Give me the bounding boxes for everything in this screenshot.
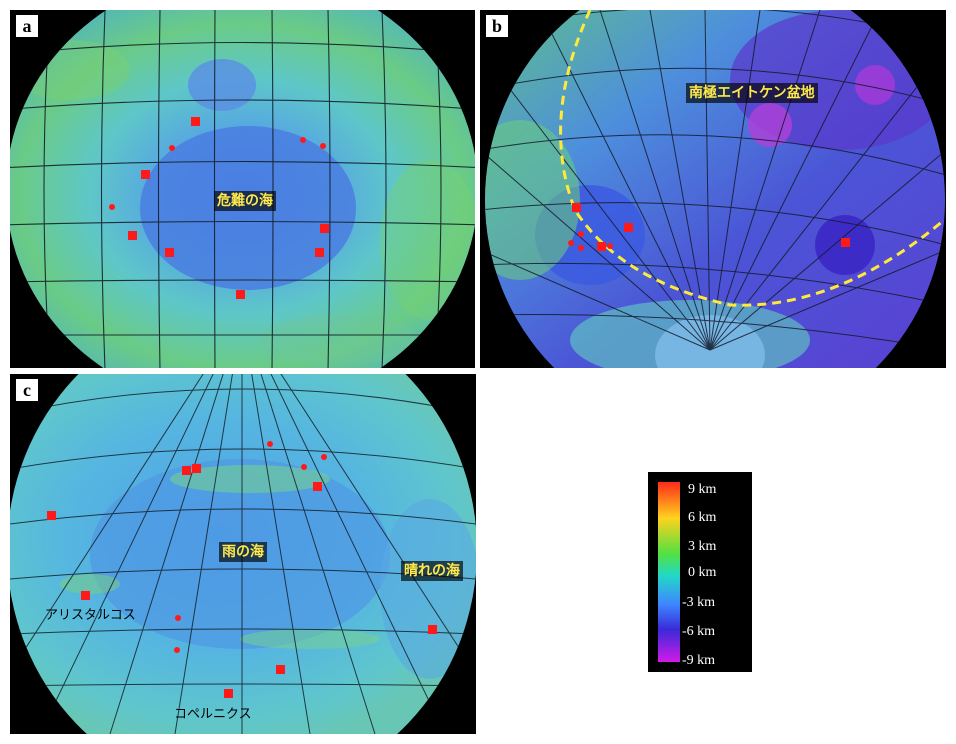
panel-letter-c: c [16, 379, 38, 401]
label-copernicus: コペルニクス [174, 707, 252, 722]
legend-label-3: 3 km [688, 539, 717, 554]
panel-a-map [10, 10, 475, 368]
label-aristarchus: アリスタルコス [45, 608, 136, 623]
sample-sites-b [568, 203, 850, 251]
legend-label-6: 6 km [688, 510, 717, 525]
sample-sites-a [109, 117, 329, 299]
label-mare-serenitatis: 晴れの海 [401, 561, 463, 581]
panel-b-map [485, 10, 945, 368]
basin-boundary [559, 10, 945, 307]
label-mare-crisium: 危難の海 [214, 191, 276, 211]
legend-label-neg9: -9 km [682, 653, 716, 668]
legend-label-neg3: -3 km [682, 595, 716, 610]
label-mare-imbrium: 雨の海 [219, 542, 267, 562]
legend-label-0: 0 km [688, 565, 717, 580]
panel-a: a 危難の海 [10, 10, 475, 368]
legend-label-9: 9 km [688, 482, 717, 497]
label-south-pole-aitken: 南極エイトケン盆地 [686, 83, 818, 103]
panel-letter-a: a [16, 15, 38, 37]
panel-b: b 南極エイトケン盆地 [480, 10, 946, 368]
panel-letter-b: b [486, 15, 508, 37]
legend-color-bar [658, 482, 680, 662]
sample-sites-c [47, 441, 437, 698]
legend-label-neg6: -6 km [682, 624, 716, 639]
elevation-legend: 9 km 6 km 3 km 0 km -3 km -6 km -9 km [648, 472, 752, 672]
panel-c: c 雨の海 晴れの海 アリスタルコス コペルニクス [10, 374, 476, 734]
